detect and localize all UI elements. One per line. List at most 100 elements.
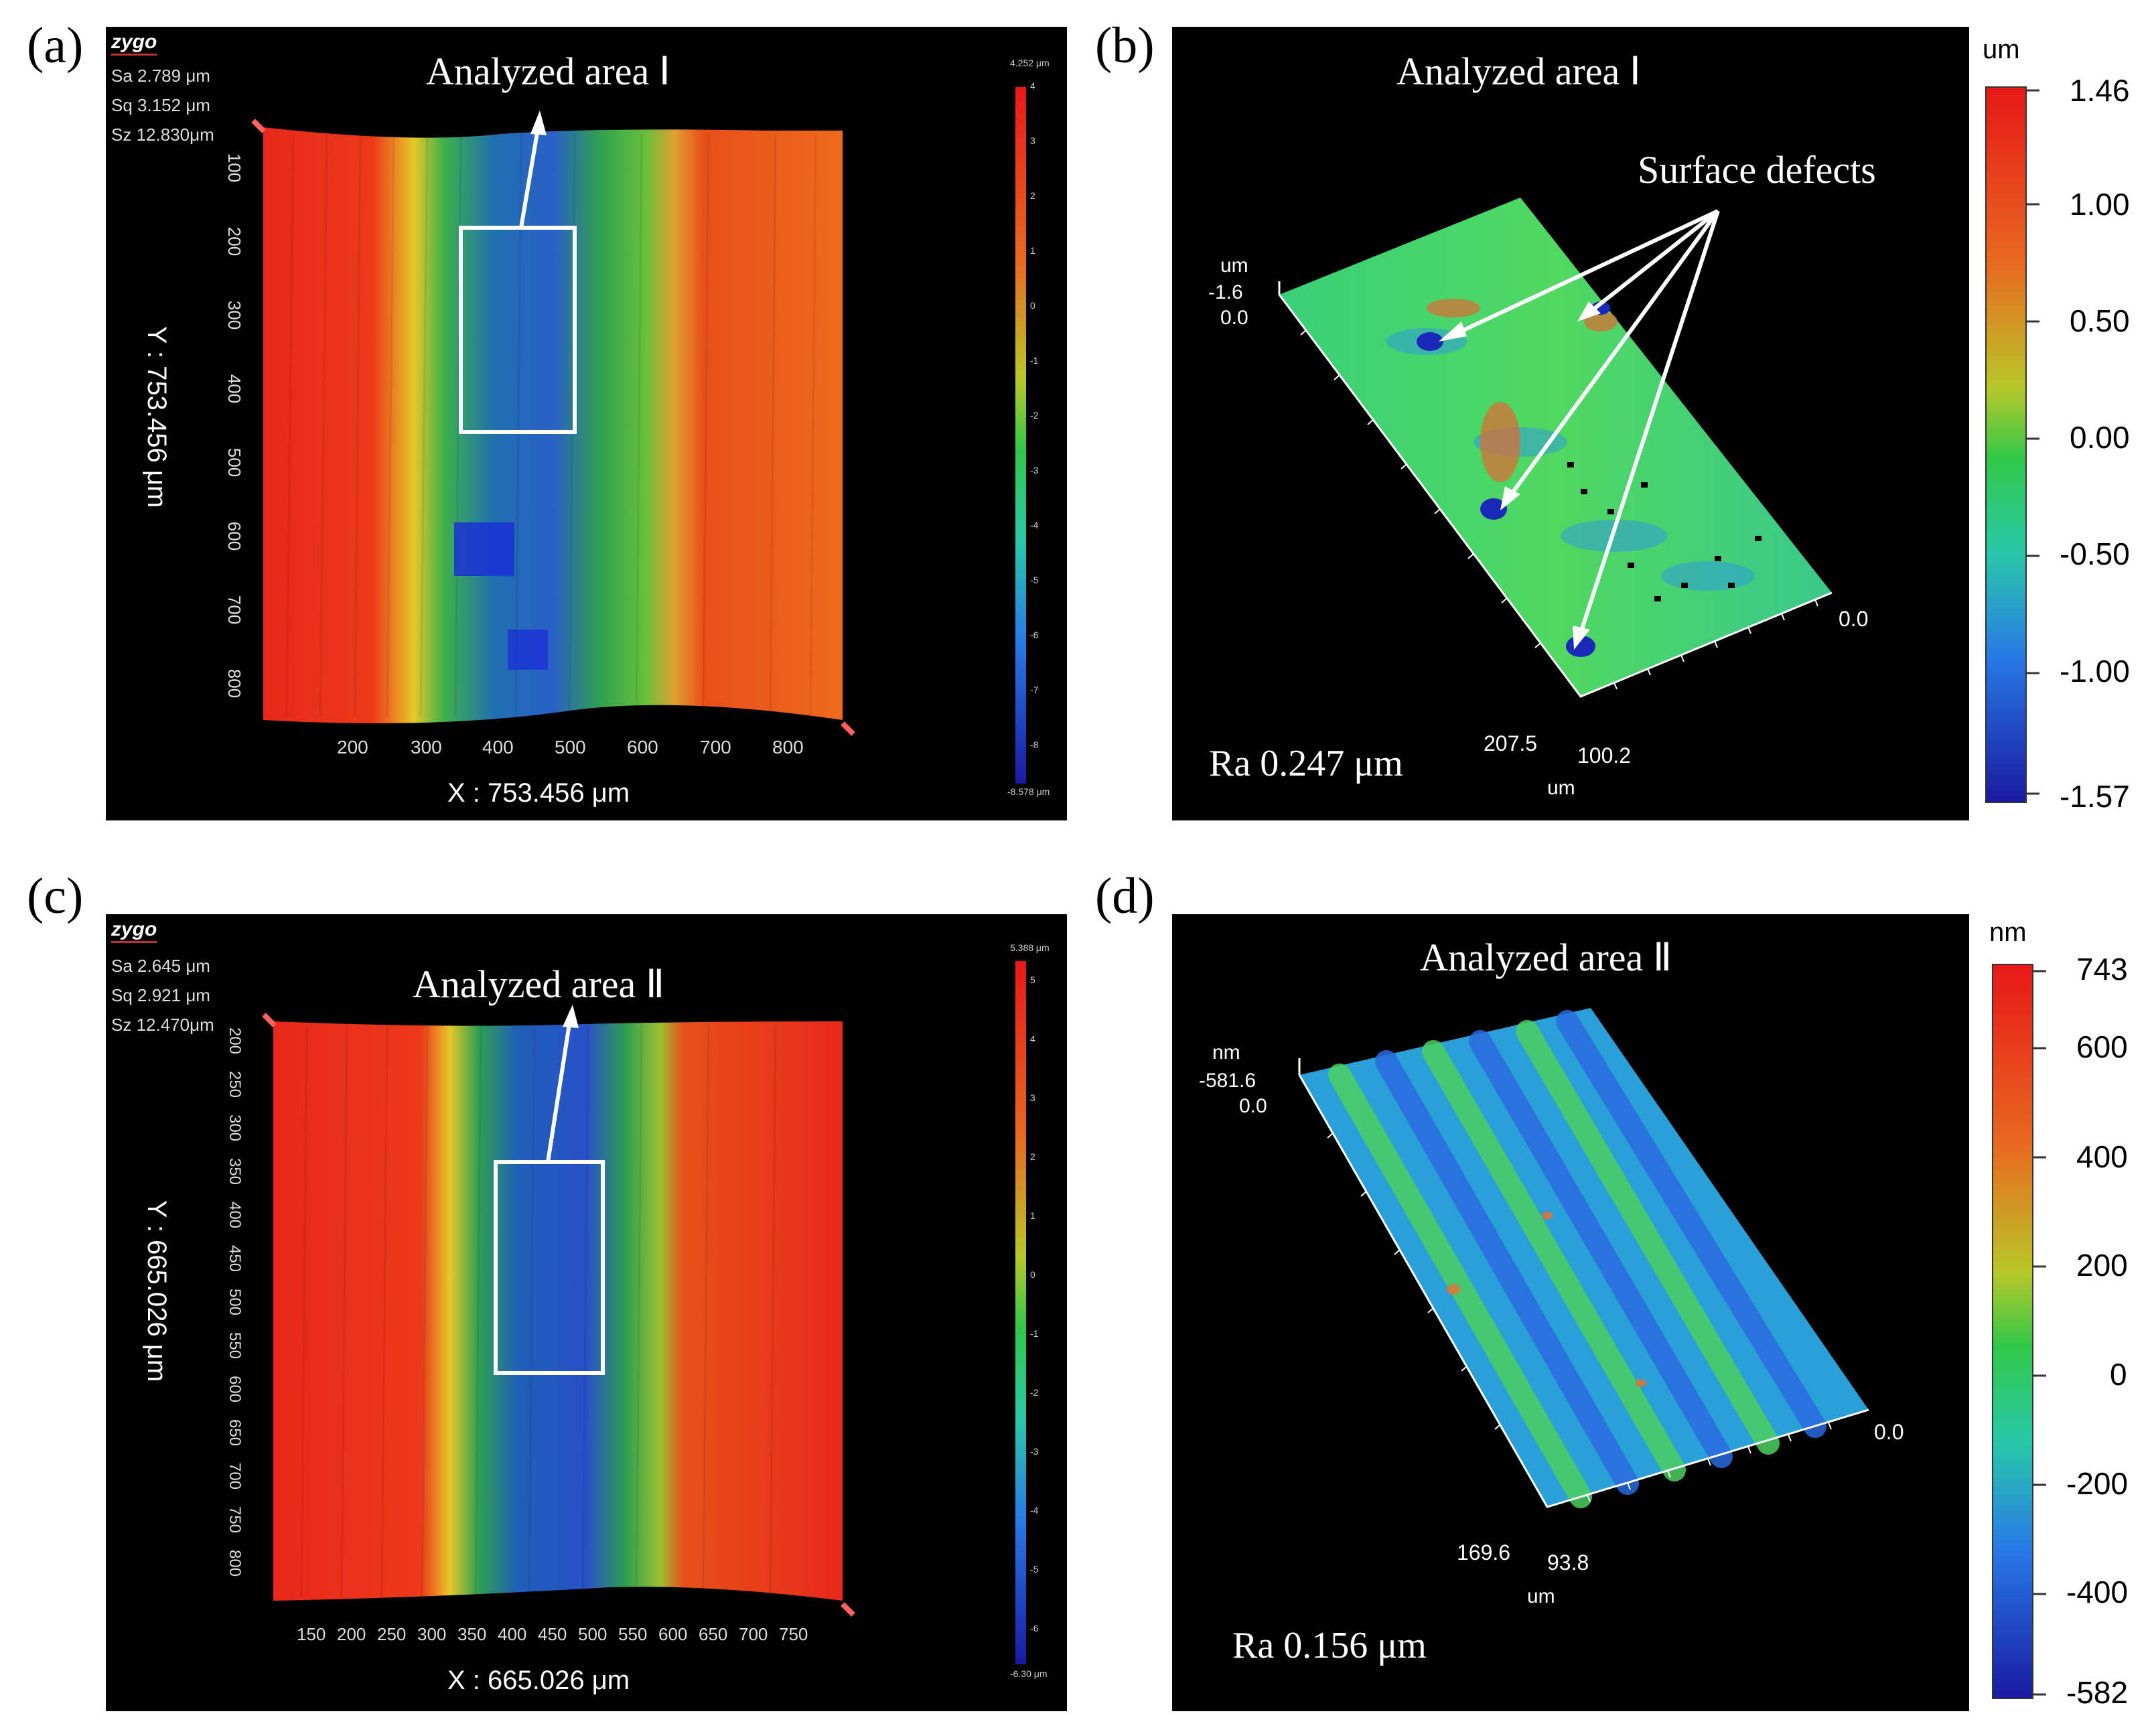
panel-c-colorbar-tick: -1 [1030, 1328, 1039, 1339]
panel-b-z-zero: 0.0 [1220, 307, 1248, 329]
panel-b-colorbar-tick: 0.00 [2070, 420, 2130, 455]
panel-a-x-tick: 600 [627, 737, 658, 757]
panel-c-colorbar-max: 5.388 μm [1010, 942, 1050, 953]
panel-a-colorbar-min: -8.578 μm [1007, 786, 1050, 797]
panel-d-axis-unit: um [1527, 1585, 1555, 1607]
panel-a-x-tick: 500 [555, 737, 586, 757]
panel-c-x-tick: 150 [297, 1624, 326, 1644]
panel-b-x-end: 207.5 [1484, 731, 1538, 755]
panel-c-title: Analyzed area Ⅱ [413, 962, 665, 1006]
panel-d-colorbar-tick: 400 [2076, 1139, 2128, 1174]
panel-a-title: Analyzed area Ⅰ [426, 50, 670, 93]
panel-c-x-tick: 500 [578, 1624, 607, 1644]
panel-b-colorbar-tick: 1.00 [2070, 187, 2130, 222]
panel-a-colorbar-tick: -5 [1030, 575, 1039, 585]
panel-a-stat-sz: Sz 12.830μm [111, 125, 214, 145]
panel-a-colorbar-tick: -2 [1030, 410, 1039, 421]
panel-a-colorbar-tick: -7 [1030, 684, 1039, 695]
panel-c-x-tick: 700 [739, 1624, 768, 1644]
panel-a-y-tick: 600 [224, 521, 245, 551]
panel-b-colorbar-unit: um [1983, 35, 2020, 64]
panel-c-colorbar-tick: -3 [1030, 1446, 1039, 1457]
panel-b-ra: Ra 0.247 μm [1209, 743, 1403, 784]
panel-c-y-tick: 200 [226, 1027, 244, 1055]
panel-b-colorbar-tick: -0.50 [2060, 536, 2130, 571]
panel-c-y-tick: 500 [226, 1288, 244, 1316]
panel-d-colorbar-tick: 600 [2076, 1029, 2128, 1064]
panel-a-colorbar-tick: -1 [1030, 355, 1039, 366]
panel-a-colorbar-tick: 0 [1030, 300, 1035, 311]
panel-c-x-tick: 350 [457, 1624, 487, 1644]
panel-c-x-label: X : 665.026 μm [447, 1666, 630, 1695]
panel-d-z-zero: 0.0 [1239, 1095, 1267, 1117]
panel-c-x-tick: 600 [658, 1624, 688, 1644]
panel-a-y-tick: 200 [224, 226, 245, 257]
panel-c-x-tick: 400 [498, 1624, 527, 1644]
panel-a-stat-sa: Sa 2.789 μm [111, 66, 210, 86]
panel-c-colorbar-tick: 3 [1030, 1092, 1035, 1103]
panel-c-stat-sz: Sz 12.470μm [111, 1015, 214, 1035]
panel-a-colorbar-tick: 2 [1030, 190, 1035, 201]
panel-b-annotation: Surface defects [1638, 148, 1876, 192]
panel-a-y-tick: 700 [224, 595, 245, 625]
panel-c-y-tick: 300 [226, 1114, 244, 1142]
panel-a-logo: zygo [111, 31, 157, 56]
panel-c-colorbar-tick: 4 [1030, 1033, 1035, 1044]
panel-c-image: zygo Sa 2.645 μm Sq 2.921 μm Sz 12.470μm… [106, 914, 1067, 1711]
panel-c-colorbar-tick: 2 [1030, 1151, 1035, 1162]
panel-b-axis-unit: um [1547, 777, 1575, 799]
panel-c-y-tick: 650 [226, 1419, 244, 1447]
panel-b-y-end: 100.2 [1577, 743, 1632, 768]
panel-c-x-tick: 300 [417, 1624, 447, 1644]
panel-a-x-label: X : 753.456 μm [447, 778, 630, 808]
panel-c-stat-sq: Sq 2.921 μm [111, 985, 210, 1005]
panel-c-colorbar-tick: 1 [1030, 1210, 1035, 1221]
panel-c-y-tick: 350 [226, 1157, 244, 1185]
panel-c-colorbar-min: -6.30 μm [1010, 1668, 1048, 1679]
panel-a-y-tick: 500 [224, 447, 245, 478]
panel-label-a: (a) [27, 17, 84, 74]
panel-a-image: zygo Sa 2.789 μm Sq 3.152 μm Sz 12.830μm… [106, 27, 1067, 820]
panel-b-title: Analyzed area Ⅰ [1396, 50, 1641, 93]
panel-a-y-label: Y : 753.456 μm [142, 326, 172, 508]
panel-d-colorbar-tick: -400 [2066, 1575, 2129, 1609]
panel-a-surface-map [251, 87, 1026, 784]
panel-a-colorbar-tick: 4 [1030, 80, 1035, 91]
panel-a-x-tick: 200 [337, 737, 368, 757]
panel-c-x-tick: 200 [337, 1624, 366, 1644]
panel-c-colorbar-tick: -2 [1030, 1387, 1039, 1398]
panel-d-colorbar-tick: -200 [2066, 1466, 2129, 1501]
panel-c-x-tick: 250 [377, 1624, 407, 1644]
panel-a-colorbar-tick: -4 [1030, 520, 1039, 530]
panel-b-colorbar-tick: -1.57 [2060, 779, 2130, 814]
panel-c-x-tick: 550 [618, 1624, 648, 1644]
panel-b-z-top: -1.6 [1208, 281, 1243, 303]
panel-label-d: (d) [1095, 868, 1155, 924]
panel-d-colorbar-tick: 743 [2076, 952, 2128, 987]
panel-c-y-tick: 550 [226, 1331, 244, 1360]
panel-d-origin: 0.0 [1874, 1420, 1904, 1444]
panel-c-logo: zygo [111, 918, 157, 943]
panel-d-z-unit: nm [1212, 1041, 1240, 1064]
panel-c-x-tick: 750 [779, 1624, 808, 1644]
panel-label-c: (c) [27, 868, 84, 924]
panel-d-y-end: 93.8 [1547, 1550, 1589, 1575]
panel-d-x-end: 169.6 [1457, 1540, 1511, 1565]
panel-a-colorbar-tick: 3 [1030, 135, 1035, 146]
panel-b-origin: 0.0 [1839, 607, 1869, 631]
panel-c-y-tick: 250 [226, 1070, 244, 1098]
panel-c-colorbar-tick: -4 [1030, 1505, 1039, 1516]
panel-a-y-tick: 800 [224, 668, 245, 699]
panel-a-stat-sq: Sq 3.152 μm [111, 95, 210, 115]
panel-a-colorbar-tick: 1 [1030, 245, 1035, 256]
panel-b-colorbar-tick: -1.00 [2060, 654, 2130, 689]
panel-b-image: Analyzed area Ⅰ Surface defects um -1.6 … [1172, 27, 1969, 820]
panel-a-x-tick: 300 [411, 737, 442, 757]
panel-c-y-tick: 400 [226, 1201, 244, 1229]
panel-b-colorbar-tick: 1.46 [2070, 73, 2130, 108]
panel-a-y-tick: 400 [224, 374, 245, 404]
panel-c-y-tick: 600 [226, 1375, 244, 1403]
panel-d-image: Analyzed area Ⅱ nm -581.6 0.0 169.6 93.8… [1172, 914, 1969, 1711]
panel-d-ra: Ra 0.156 μm [1232, 1625, 1427, 1666]
panel-b-3d-surface [1278, 198, 1833, 698]
